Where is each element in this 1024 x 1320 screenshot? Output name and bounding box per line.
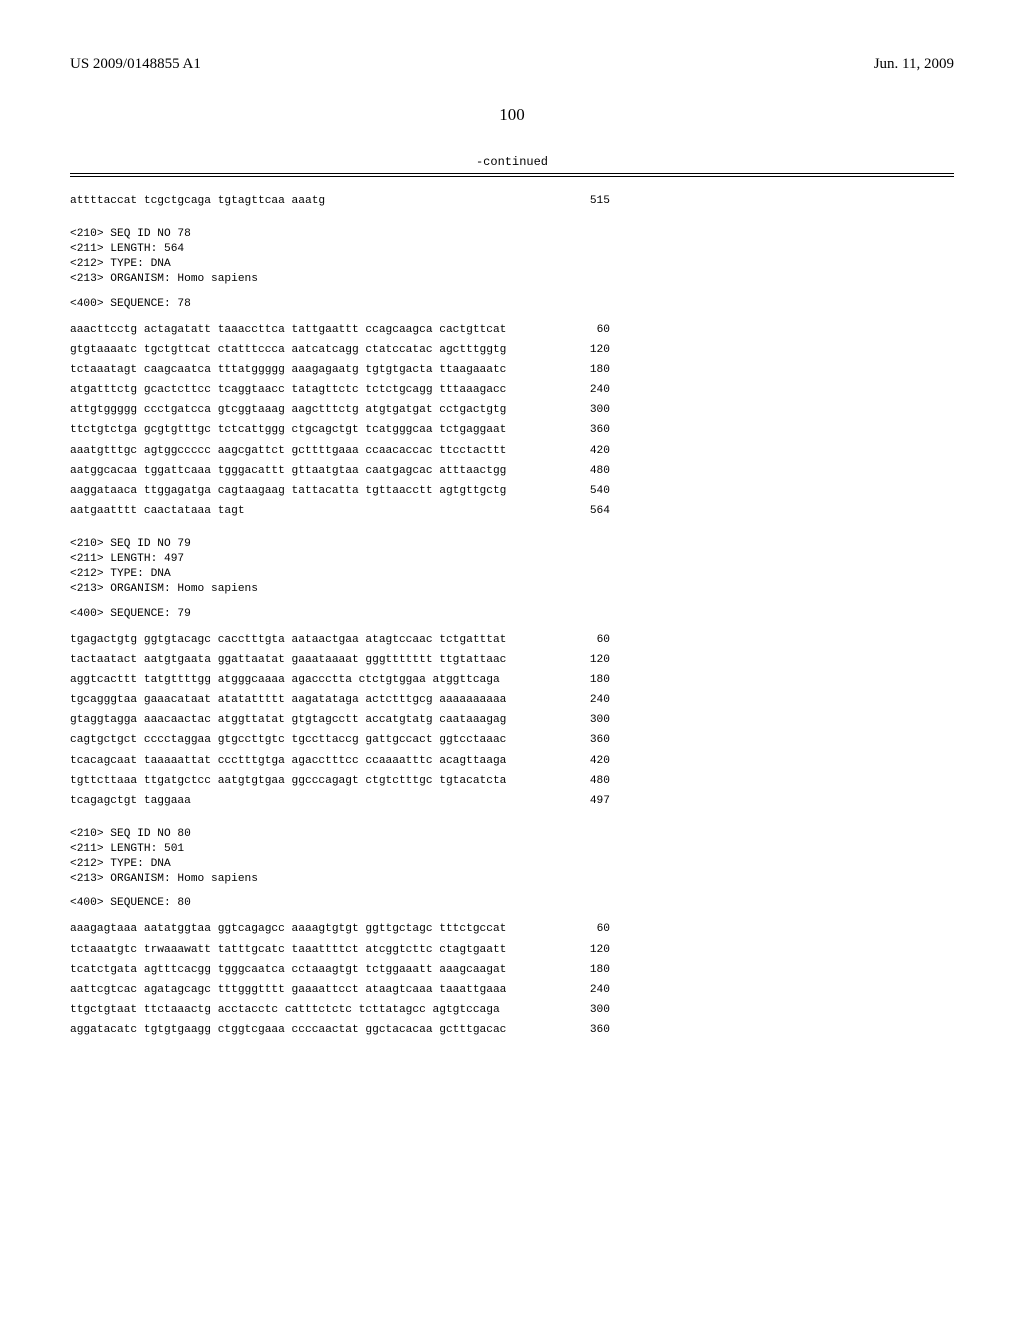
- sequence-group: aaacttcctg actagatatt taaaccttca tattgaa…: [70, 320, 954, 522]
- sequence-row: cagtgctgct cccctaggaa gtgccttgtc tgcctta…: [70, 730, 610, 750]
- sequence-text: tcagagctgt taggaaa: [70, 791, 191, 811]
- sequence-text: attgtggggg ccctgatcca gtcggtaaag aagcttt…: [70, 400, 506, 420]
- sequence-text: atgatttctg gcactcttcc tcaggtaacc tatagtt…: [70, 380, 506, 400]
- sequence-position: 360: [570, 730, 610, 750]
- sequence-row: aggtcacttt tatgttttgg atgggcaaaa agaccct…: [70, 670, 610, 690]
- sequence-text: aggtcacttt tatgttttgg atgggcaaaa agaccct…: [70, 670, 500, 690]
- sequence-position: 60: [570, 320, 610, 340]
- sequence-label: <400> SEQUENCE: 80: [70, 897, 954, 909]
- sequence-text: gtgtaaaatc tgctgttcat ctatttccca aatcatc…: [70, 340, 506, 360]
- sequence-position: 240: [570, 980, 610, 1000]
- page-header-row: US 2009/0148855 A1 Jun. 11, 2009: [70, 56, 954, 73]
- sequence-row: tgcagggtaa gaaacataat atatattttt aagatat…: [70, 690, 610, 710]
- sequence-label: <400> SEQUENCE: 78: [70, 298, 954, 310]
- sequence-row: attttaccat tcgctgcaga tgtagttcaa aaatg 51…: [70, 191, 610, 211]
- sequence-row: tgagactgtg ggtgtacagc cacctttgta aataact…: [70, 630, 610, 650]
- sequence-position: 300: [570, 400, 610, 420]
- sequence-row: gtaggtagga aaacaactac atggttatat gtgtagc…: [70, 710, 610, 730]
- sequence-text: tctaaatgtc trwaaawatt tatttgcatc taaattt…: [70, 940, 506, 960]
- sequence-position: 480: [570, 461, 610, 481]
- sequence-row: aaacttcctg actagatatt taaaccttca tattgaa…: [70, 320, 610, 340]
- sequence-group: aaagagtaaa aatatggtaa ggtcagagcc aaaagtg…: [70, 919, 954, 1040]
- sequence-text: cagtgctgct cccctaggaa gtgccttgtc tgcctta…: [70, 730, 506, 750]
- sequence-text: aaagagtaaa aatatggtaa ggtcagagcc aaaagtg…: [70, 919, 506, 939]
- sequence-group: tgagactgtg ggtgtacagc cacctttgta aataact…: [70, 630, 954, 811]
- sequence-position: 497: [570, 791, 610, 811]
- sequence-text: tctaaatagt caagcaatca tttatggggg aaagaga…: [70, 360, 506, 380]
- sequence-label: <400> SEQUENCE: 79: [70, 608, 954, 620]
- sequence-row: aattcgtcac agatagcagc tttgggtttt gaaaatt…: [70, 980, 610, 1000]
- sequence-text: tgcagggtaa gaaacataat atatattttt aagatat…: [70, 690, 506, 710]
- sequence-row: aggatacatc tgtgtgaagg ctggtcgaaa ccccaac…: [70, 1020, 610, 1040]
- sequence-position: 540: [570, 481, 610, 501]
- sequence-position: 240: [570, 690, 610, 710]
- sequence-text: gtaggtagga aaacaactac atggttatat gtgtagc…: [70, 710, 506, 730]
- sequence-position: 120: [570, 940, 610, 960]
- sequence-position: 300: [570, 710, 610, 730]
- page-number: 100: [70, 105, 954, 125]
- record-meta: <210> SEQ ID NO 80 <211> LENGTH: 501 <21…: [70, 827, 954, 887]
- sequence-row: gtgtaaaatc tgctgttcat ctatttccca aatcatc…: [70, 340, 610, 360]
- publication-date: Jun. 11, 2009: [874, 56, 954, 73]
- sequence-text: tactaatact aatgtgaata ggattaatat gaaataa…: [70, 650, 506, 670]
- sequence-text: attttaccat tcgctgcaga tgtagttcaa aaatg: [70, 191, 325, 211]
- sequence-position: 60: [570, 630, 610, 650]
- sequence-row: tgttcttaaa ttgatgctcc aatgtgtgaa ggcccag…: [70, 771, 610, 791]
- sequence-row: ttgctgtaat ttctaaactg acctacctc catttctc…: [70, 1000, 610, 1020]
- sequence-text: aaggataaca ttggagatga cagtaagaag tattaca…: [70, 481, 506, 501]
- sequence-text: tgagactgtg ggtgtacagc cacctttgta aataact…: [70, 630, 506, 650]
- sequence-position: 360: [570, 420, 610, 440]
- sequence-text: aaatgtttgc agtggccccc aagcgattct gcttttg…: [70, 441, 506, 461]
- sequence-row: aaagagtaaa aatatggtaa ggtcagagcc aaaagtg…: [70, 919, 610, 939]
- sequence-text: ttgctgtaat ttctaaactg acctacctc catttctc…: [70, 1000, 500, 1020]
- sequence-row: atgatttctg gcactcttcc tcaggtaacc tatagtt…: [70, 380, 610, 400]
- sequence-position: 515: [570, 191, 610, 211]
- sequence-row: tcatctgata agtttcacgg tgggcaatca cctaaag…: [70, 960, 610, 980]
- sequence-row: attgtggggg ccctgatcca gtcggtaaag aagcttt…: [70, 400, 610, 420]
- sequence-text: tgttcttaaa ttgatgctcc aatgtgtgaa ggcccag…: [70, 771, 506, 791]
- sequence-text: tcacagcaat taaaaattat ccctttgtga agacctt…: [70, 751, 506, 771]
- sequence-position: 180: [570, 360, 610, 380]
- rule-thin: [70, 176, 954, 177]
- sequence-row: aaggataaca ttggagatga cagtaagaag tattaca…: [70, 481, 610, 501]
- record-meta: <210> SEQ ID NO 78 <211> LENGTH: 564 <21…: [70, 227, 954, 287]
- sequence-row: aatggcacaa tggattcaaa tgggacattt gttaatg…: [70, 461, 610, 481]
- sequence-text: ttctgtctga gcgtgtttgc tctcattggg ctgcagc…: [70, 420, 506, 440]
- sequence-text: aattcgtcac agatagcagc tttgggtttt gaaaatt…: [70, 980, 506, 1000]
- sequence-row: aatgaatttt caactataaa tagt 564: [70, 501, 610, 521]
- publication-number: US 2009/0148855 A1: [70, 56, 201, 73]
- sequence-row: aaatgtttgc agtggccccc aagcgattct gcttttg…: [70, 441, 610, 461]
- sequence-row: tcacagcaat taaaaattat ccctttgtga agacctt…: [70, 751, 610, 771]
- sequence-text: aggatacatc tgtgtgaagg ctggtcgaaa ccccaac…: [70, 1020, 506, 1040]
- sequence-row: tctaaatagt caagcaatca tttatggggg aaagaga…: [70, 360, 610, 380]
- sequence-position: 180: [570, 960, 610, 980]
- sequence-row: tcagagctgt taggaaa 497: [70, 791, 610, 811]
- sequence-position: 240: [570, 380, 610, 400]
- sequence-position: 420: [570, 751, 610, 771]
- page-container: US 2009/0148855 A1 Jun. 11, 2009 100 -co…: [0, 0, 1024, 1320]
- sequence-row: tactaatact aatgtgaata ggattaatat gaaataa…: [70, 650, 610, 670]
- sequence-text: tcatctgata agtttcacgg tgggcaatca cctaaag…: [70, 960, 506, 980]
- record-meta: <210> SEQ ID NO 79 <211> LENGTH: 497 <21…: [70, 537, 954, 597]
- sequence-position: 564: [570, 501, 610, 521]
- rule-thick: [70, 173, 954, 174]
- sequence-text: aatggcacaa tggattcaaa tgggacattt gttaatg…: [70, 461, 506, 481]
- sequence-position: 420: [570, 441, 610, 461]
- continued-label: -continued: [70, 155, 954, 169]
- sequence-records: attttaccat tcgctgcaga tgtagttcaa aaatg 51…: [70, 191, 954, 1040]
- sequence-text: aatgaatttt caactataaa tagt: [70, 501, 245, 521]
- sequence-position: 300: [570, 1000, 610, 1020]
- sequence-position: 180: [570, 670, 610, 690]
- sequence-group: attttaccat tcgctgcaga tgtagttcaa aaatg 51…: [70, 191, 954, 211]
- sequence-row: ttctgtctga gcgtgtttgc tctcattggg ctgcagc…: [70, 420, 610, 440]
- sequence-position: 120: [570, 650, 610, 670]
- sequence-position: 120: [570, 340, 610, 360]
- sequence-position: 480: [570, 771, 610, 791]
- sequence-text: aaacttcctg actagatatt taaaccttca tattgaa…: [70, 320, 506, 340]
- sequence-row: tctaaatgtc trwaaawatt tatttgcatc taaattt…: [70, 940, 610, 960]
- sequence-position: 360: [570, 1020, 610, 1040]
- sequence-position: 60: [570, 919, 610, 939]
